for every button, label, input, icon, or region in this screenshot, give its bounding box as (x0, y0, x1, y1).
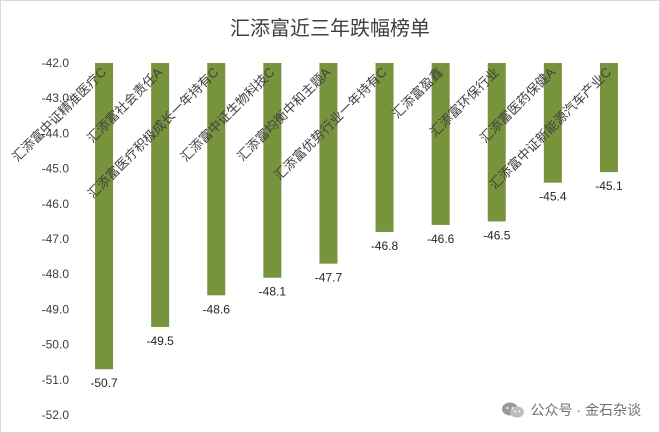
y-tick-label: -50.0 (42, 338, 70, 352)
bar (95, 63, 114, 370)
bars (95, 63, 618, 370)
bar (599, 63, 618, 173)
bar-value-label: -50.7 (90, 376, 118, 390)
category-label: 汇添富均衡中和主题A (234, 64, 334, 164)
bar-value-label: -46.5 (483, 228, 511, 242)
bar-value-label: -48.1 (259, 285, 287, 299)
y-tick-label: -47.0 (42, 232, 70, 246)
bar-value-label: -48.6 (203, 302, 231, 316)
chart-title: 汇添富近三年跌幅榜单 (230, 17, 430, 40)
y-tick-label: -44.0 (42, 126, 70, 140)
bar (151, 63, 170, 327)
bar (543, 63, 562, 183)
bar (263, 63, 282, 278)
bar-value-label: -46.6 (427, 232, 455, 246)
y-tick-label: -48.0 (42, 267, 70, 281)
watermark: 公众号 · 金石杂谈 (501, 400, 641, 420)
bar-value-label: -46.8 (371, 239, 399, 253)
value-labels: -50.7 -49.5 -48.6 -48.1 -47.7 -46.8 -46.6 -46.5… (90, 179, 623, 390)
bar (487, 63, 506, 222)
bar-value-label: -45.4 (539, 190, 567, 204)
watermark-text: 公众号 · 金石杂谈 (530, 402, 641, 418)
bar-value-label: -45.1 (595, 179, 623, 193)
y-tick-label: -51.0 (42, 373, 70, 387)
category-label: 汇添富中证生物科技C (177, 65, 277, 165)
bar (375, 63, 394, 232)
bar-value-label: -47.7 (315, 271, 343, 285)
bar (431, 63, 450, 225)
y-tick-label: -42.0 (42, 56, 70, 70)
category-label: 汇添富中证精准医疗C (9, 65, 109, 165)
wechat-icon (501, 402, 524, 418)
bar-value-label: -49.5 (146, 334, 174, 348)
y-tick-label: -43.0 (42, 91, 70, 105)
y-tick-label: -49.0 (42, 302, 70, 316)
y-tick-label: -52.0 (42, 408, 70, 422)
y-axis: -42.0 -43.0 -44.0 -45.0 -46.0 -47.0 -48.0 -49.0… (42, 56, 70, 422)
y-tick-label: -45.0 (42, 162, 70, 176)
bar (319, 63, 338, 264)
y-tick-label: -46.0 (42, 197, 70, 211)
bar (207, 63, 226, 296)
